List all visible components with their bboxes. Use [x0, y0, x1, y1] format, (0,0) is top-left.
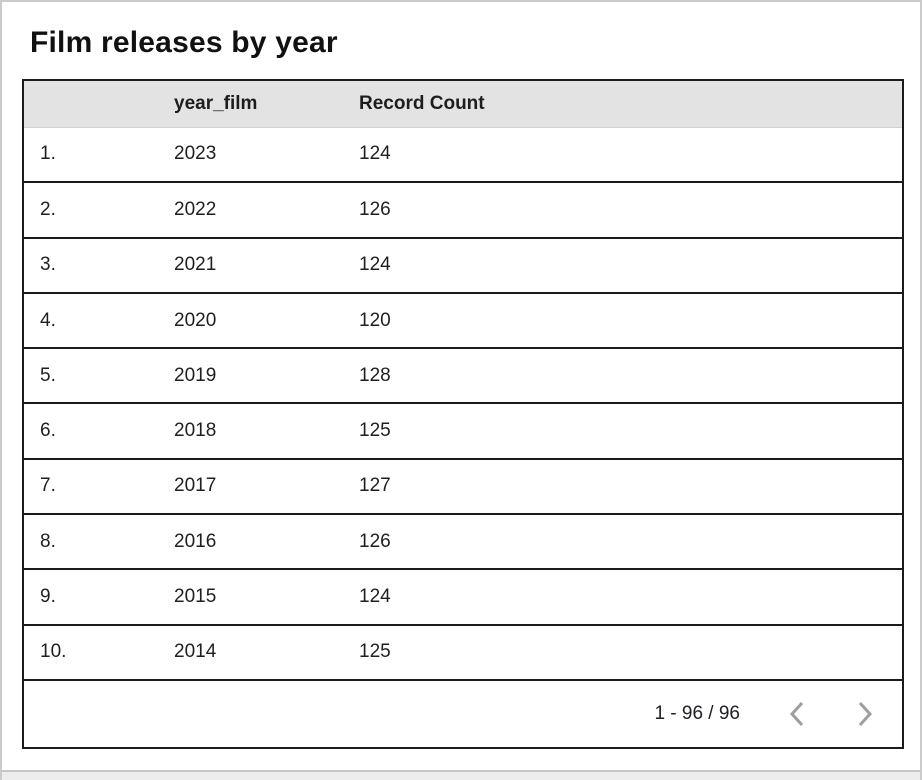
cell-row-number: 4.	[23, 292, 158, 350]
cell-record-count: 124	[343, 237, 903, 294]
card-bottom-edge	[2, 770, 920, 780]
cell-record-count: 126	[343, 514, 903, 571]
cell-year-film: 2019	[158, 348, 343, 405]
header-row-number	[23, 80, 158, 128]
cell-row-number: 3.	[23, 237, 158, 294]
cell-row-number: 7.	[23, 458, 158, 516]
table-footer-row: 1 - 96 / 96	[23, 680, 903, 748]
cell-row-number: 5.	[23, 348, 158, 405]
cell-year-film: 2020	[158, 292, 343, 350]
table-row[interactable]: 5. 2019 128	[23, 348, 903, 405]
cell-record-count: 128	[343, 348, 903, 405]
cell-year-film: 2022	[158, 182, 343, 239]
table-row[interactable]: 3. 2021 124	[23, 237, 903, 294]
cell-year-film: 2021	[158, 237, 343, 294]
cell-row-number: 2.	[23, 182, 158, 239]
table-row[interactable]: 7. 2017 127	[23, 458, 903, 516]
cell-year-film: 2017	[158, 458, 343, 516]
cell-year-film: 2023	[158, 127, 343, 184]
pagination-bar: 1 - 96 / 96	[24, 698, 902, 730]
chevron-left-icon	[787, 700, 807, 728]
cell-year-film: 2018	[158, 403, 343, 460]
cell-row-number: 8.	[23, 514, 158, 571]
table-row[interactable]: 10. 2014 125	[23, 624, 903, 682]
table-row[interactable]: 8. 2016 126	[23, 514, 903, 571]
cell-row-number: 6.	[23, 403, 158, 460]
table-header-row: year_film Record Count	[23, 80, 903, 128]
film-releases-table: year_film Record Count 1. 2023 124 2. 20…	[22, 79, 904, 749]
table-row[interactable]: 6. 2018 125	[23, 403, 903, 460]
cell-record-count: 124	[343, 569, 903, 626]
table-row[interactable]: 2. 2022 126	[23, 182, 903, 239]
cell-row-number: 10.	[23, 624, 158, 682]
cell-record-count: 127	[343, 458, 903, 516]
header-year-film[interactable]: year_film	[158, 80, 343, 128]
chevron-right-icon	[855, 700, 875, 728]
cell-record-count: 125	[343, 403, 903, 460]
cell-year-film: 2015	[158, 569, 343, 626]
cell-row-number: 1.	[23, 127, 158, 184]
page-title: Film releases by year	[30, 26, 338, 59]
cell-record-count: 125	[343, 624, 903, 682]
cell-row-number: 9.	[23, 569, 158, 626]
table-row[interactable]: 4. 2020 120	[23, 292, 903, 350]
cell-record-count: 124	[343, 127, 903, 184]
table-body: 1. 2023 124 2. 2022 126 3. 2021 124 4. 2…	[23, 127, 903, 682]
table-row[interactable]: 9. 2015 124	[23, 569, 903, 626]
cell-year-film: 2016	[158, 514, 343, 571]
previous-page-button[interactable]	[784, 698, 810, 730]
cell-record-count: 126	[343, 182, 903, 239]
pagination-range-label: 1 - 96 / 96	[654, 703, 740, 724]
table-row[interactable]: 1. 2023 124	[23, 127, 903, 184]
next-page-button[interactable]	[852, 698, 878, 730]
header-record-count[interactable]: Record Count	[343, 80, 903, 128]
cell-record-count: 120	[343, 292, 903, 350]
cell-year-film: 2014	[158, 624, 343, 682]
